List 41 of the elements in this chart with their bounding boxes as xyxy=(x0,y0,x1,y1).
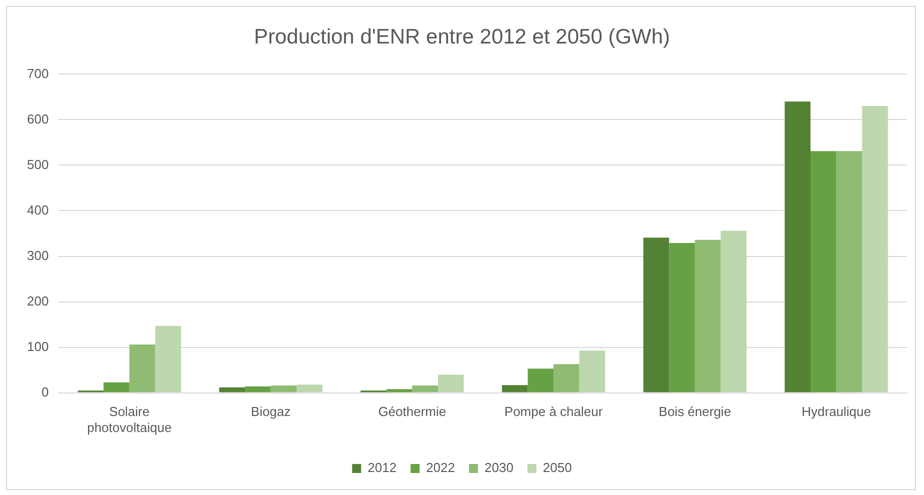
x-tick-label: Hydraulique xyxy=(802,404,871,420)
bar xyxy=(104,382,130,392)
bar xyxy=(784,102,811,392)
bar xyxy=(219,387,245,392)
bar xyxy=(643,238,670,392)
x-tick-label: Solaire photovoltaique xyxy=(87,404,172,435)
bar xyxy=(554,364,580,392)
y-tick-label: 300 xyxy=(26,248,49,263)
y-tick-label: 200 xyxy=(26,293,49,308)
bar xyxy=(386,389,412,392)
y-tick-label: 600 xyxy=(26,111,49,126)
bar xyxy=(669,243,695,392)
bar xyxy=(438,374,464,392)
bar xyxy=(270,386,297,392)
legend-label: 2022 xyxy=(426,460,455,476)
bar xyxy=(244,386,271,392)
y-tick-label: 500 xyxy=(26,156,49,172)
bar xyxy=(296,384,322,392)
y-tick-label: 0 xyxy=(41,384,49,400)
chart-title: Production d'ENR entre 2012 et 2050 (GWh) xyxy=(254,25,670,48)
bar xyxy=(528,368,554,392)
y-tick-label: 100 xyxy=(26,338,49,354)
x-tick-label: Pompe à chaleur xyxy=(504,404,604,420)
bar xyxy=(810,151,836,392)
x-tick-label: Bois énergie xyxy=(658,404,732,420)
bar xyxy=(694,240,721,392)
bar xyxy=(836,151,862,392)
legend-label: 2030 xyxy=(484,460,514,476)
bar xyxy=(129,344,156,392)
bar xyxy=(579,350,606,392)
bar xyxy=(412,386,438,392)
y-tick-label: 700 xyxy=(26,66,49,81)
bar xyxy=(502,385,528,392)
bar xyxy=(862,106,888,392)
legend-label: 2012 xyxy=(368,460,397,476)
bar xyxy=(720,230,747,392)
y-tick-label: 400 xyxy=(26,202,49,218)
x-tick-label: Biogaz xyxy=(250,404,291,420)
legend-label: 2050 xyxy=(542,460,572,476)
bar xyxy=(155,326,181,392)
x-tick-label: Géothermie xyxy=(378,404,446,420)
